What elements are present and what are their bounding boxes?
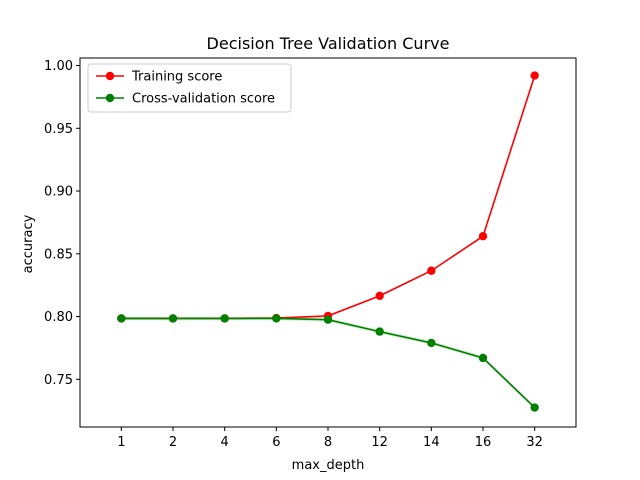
legend: Training score Cross-validation score	[87, 63, 292, 113]
series-1-point-5	[375, 327, 384, 336]
series-1-point-4	[323, 315, 333, 324]
x-axis-title: max_depth	[292, 458, 365, 473]
y-tick-label: 0.80	[44, 310, 73, 325]
legend-box	[87, 63, 292, 113]
series-1-point-3	[272, 314, 281, 323]
x-tick-label: 12	[371, 435, 388, 450]
series-1-point-6	[427, 338, 436, 348]
legend-marker-1	[105, 93, 115, 103]
y-tick-label: 0.85	[44, 247, 73, 262]
legend-label-0: Training score	[131, 70, 222, 85]
series-1-band	[121, 316, 535, 410]
x-tick-label: 8	[324, 435, 332, 450]
x-tick-label: 32	[526, 435, 543, 450]
y-tick-label: 1.00	[44, 59, 73, 74]
series-0-point-6	[427, 266, 436, 275]
series-1-line	[121, 317, 536, 409]
series-0-point-5	[375, 291, 384, 301]
x-tick-label: 6	[272, 435, 280, 450]
x-tick-label: 4	[221, 435, 229, 450]
y-tick-label: 0.75	[44, 373, 73, 388]
plot-area	[117, 71, 539, 412]
series-1-point-7	[478, 353, 488, 363]
y-tick-label: 0.95	[44, 122, 73, 137]
series-0-point-7	[478, 232, 488, 241]
series-1-point-1	[168, 314, 178, 323]
series-1-point-0	[117, 314, 126, 323]
x-tick-label: 16	[475, 435, 492, 450]
legend-marker-0	[105, 71, 115, 81]
series-1-point-2	[220, 314, 229, 323]
y-tick-label: 0.90	[44, 185, 73, 200]
axes: 1 2 4 6 8 12 14 16 320.750.800.850.900.951.00	[44, 57, 577, 450]
y-axis-title: accuracy	[21, 214, 36, 273]
plot-frame	[79, 57, 577, 428]
x-tick-label: 14	[423, 435, 440, 450]
series-1-point-8	[530, 403, 539, 412]
series-0-point-8	[530, 71, 539, 80]
x-tick-label: 2	[169, 435, 177, 450]
chart-title: Decision Tree Validation Curve	[207, 34, 450, 53]
legend-label-1: Cross-validation score	[132, 92, 275, 107]
x-tick-label: 1	[117, 435, 125, 450]
